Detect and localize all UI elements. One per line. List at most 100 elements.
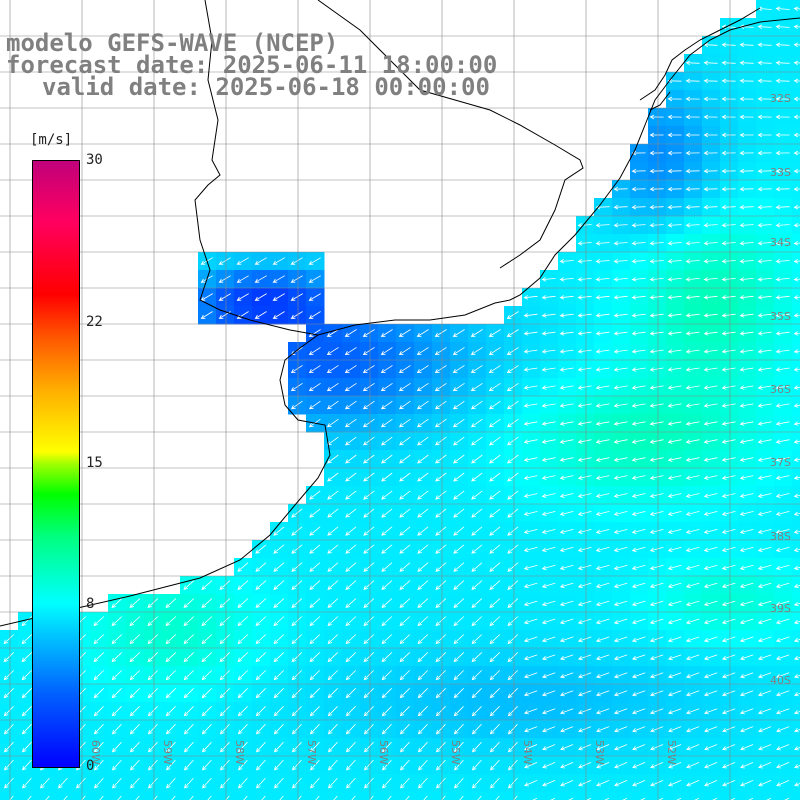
wind-arrow xyxy=(507,526,519,536)
wind-arrow xyxy=(165,723,176,735)
wind-arrow xyxy=(381,508,393,518)
wind-arrow xyxy=(254,311,267,319)
wind-arrow xyxy=(793,78,800,84)
wind-arrow xyxy=(416,329,429,337)
wind-arrow xyxy=(201,741,212,753)
wind-arrow xyxy=(686,780,700,787)
wind-arrow xyxy=(112,777,122,789)
wind-arrow xyxy=(274,777,284,789)
wind-arrow xyxy=(775,439,790,444)
wind-arrow xyxy=(147,652,159,663)
wind-arrow xyxy=(416,418,429,428)
wind-arrow xyxy=(721,168,736,174)
wind-arrow xyxy=(418,759,428,771)
wind-arrow xyxy=(387,795,392,800)
wind-arrow xyxy=(523,421,538,426)
wind-speed-cell xyxy=(522,792,541,800)
wind-arrow xyxy=(507,741,518,753)
wind-arrow xyxy=(399,723,410,735)
wind-arrow xyxy=(507,670,518,681)
wind-arrow xyxy=(435,526,447,536)
wind-arrow xyxy=(739,385,754,390)
wind-arrow xyxy=(776,690,790,697)
wind-arrow xyxy=(147,688,158,699)
wind-arrow xyxy=(399,598,411,608)
wind-arrow xyxy=(649,636,664,643)
wind-arrow xyxy=(631,582,646,589)
wind-arrow xyxy=(380,365,393,374)
wind-arrow xyxy=(21,706,32,717)
wind-arrow xyxy=(685,421,700,426)
wind-arrow xyxy=(111,741,122,753)
wind-speed-cell xyxy=(684,792,703,800)
wind-arrow xyxy=(721,295,736,300)
wind-arrow xyxy=(613,331,628,336)
wind-arrow xyxy=(523,564,538,571)
wind-arrow xyxy=(272,275,285,283)
colorbar-tick-label: 0 xyxy=(86,758,95,774)
wind-arrow xyxy=(703,546,718,553)
wind-arrow xyxy=(703,582,718,589)
wind-arrow xyxy=(650,780,664,787)
wind-arrow xyxy=(721,511,736,516)
wind-arrow xyxy=(165,616,177,627)
wind-arrow xyxy=(130,759,140,771)
wind-arrow xyxy=(784,797,790,800)
wind-arrow xyxy=(776,708,790,715)
wind-arrow xyxy=(595,403,610,408)
wind-arrow xyxy=(794,692,800,697)
wind-arrow xyxy=(417,652,429,663)
wind-arrow xyxy=(649,186,664,192)
wind-arrow xyxy=(721,132,736,138)
wind-arrow xyxy=(667,150,682,156)
wind-arrow xyxy=(363,741,374,753)
wind-arrow xyxy=(541,457,556,462)
wind-arrow xyxy=(775,367,790,372)
wind-arrow xyxy=(201,598,213,608)
wind-arrow xyxy=(417,454,429,464)
colorbar xyxy=(32,160,80,768)
wind-arrow xyxy=(399,490,411,500)
wind-arrow xyxy=(757,636,772,643)
wind-arrow xyxy=(793,493,800,498)
wind-arrow xyxy=(739,618,754,625)
wind-arrow xyxy=(748,797,754,800)
wind-arrow xyxy=(435,706,446,717)
wind-arrow xyxy=(757,349,772,354)
wind-arrow xyxy=(435,562,447,572)
wind-arrow xyxy=(380,329,393,337)
wind-arrow xyxy=(613,313,628,318)
wind-arrow xyxy=(739,204,754,210)
wind-arrow xyxy=(757,367,772,372)
wind-arrow xyxy=(577,240,592,246)
wind-arrow xyxy=(470,347,483,356)
wind-arrow xyxy=(417,436,429,446)
wind-arrow xyxy=(596,780,610,787)
wind-arrow xyxy=(363,723,374,735)
wind-arrow xyxy=(703,529,718,534)
wind-arrow xyxy=(649,313,664,318)
wind-arrow xyxy=(703,295,718,300)
wind-arrow xyxy=(775,475,790,480)
wind-arrow xyxy=(345,616,357,627)
wind-arrow xyxy=(577,600,592,607)
wind-arrow xyxy=(398,347,411,356)
wind-speed-cell xyxy=(72,792,91,800)
wind-arrow xyxy=(523,600,538,607)
wind-arrow xyxy=(399,580,411,590)
wind-arrow xyxy=(775,258,790,264)
wind-arrow xyxy=(291,688,302,699)
wind-arrow xyxy=(739,457,754,462)
wind-arrow xyxy=(613,493,628,498)
wind-arrow xyxy=(218,257,231,265)
wind-arrow xyxy=(399,688,410,699)
wind-arrow xyxy=(111,706,122,717)
wind-arrow xyxy=(453,472,465,482)
wind-arrow xyxy=(362,400,375,410)
wind-arrow xyxy=(721,258,736,264)
wind-arrow xyxy=(363,544,375,554)
wind-arrow xyxy=(345,490,357,500)
wind-arrow xyxy=(631,493,646,498)
wind-arrow xyxy=(201,616,213,627)
wind-arrow xyxy=(577,277,592,282)
